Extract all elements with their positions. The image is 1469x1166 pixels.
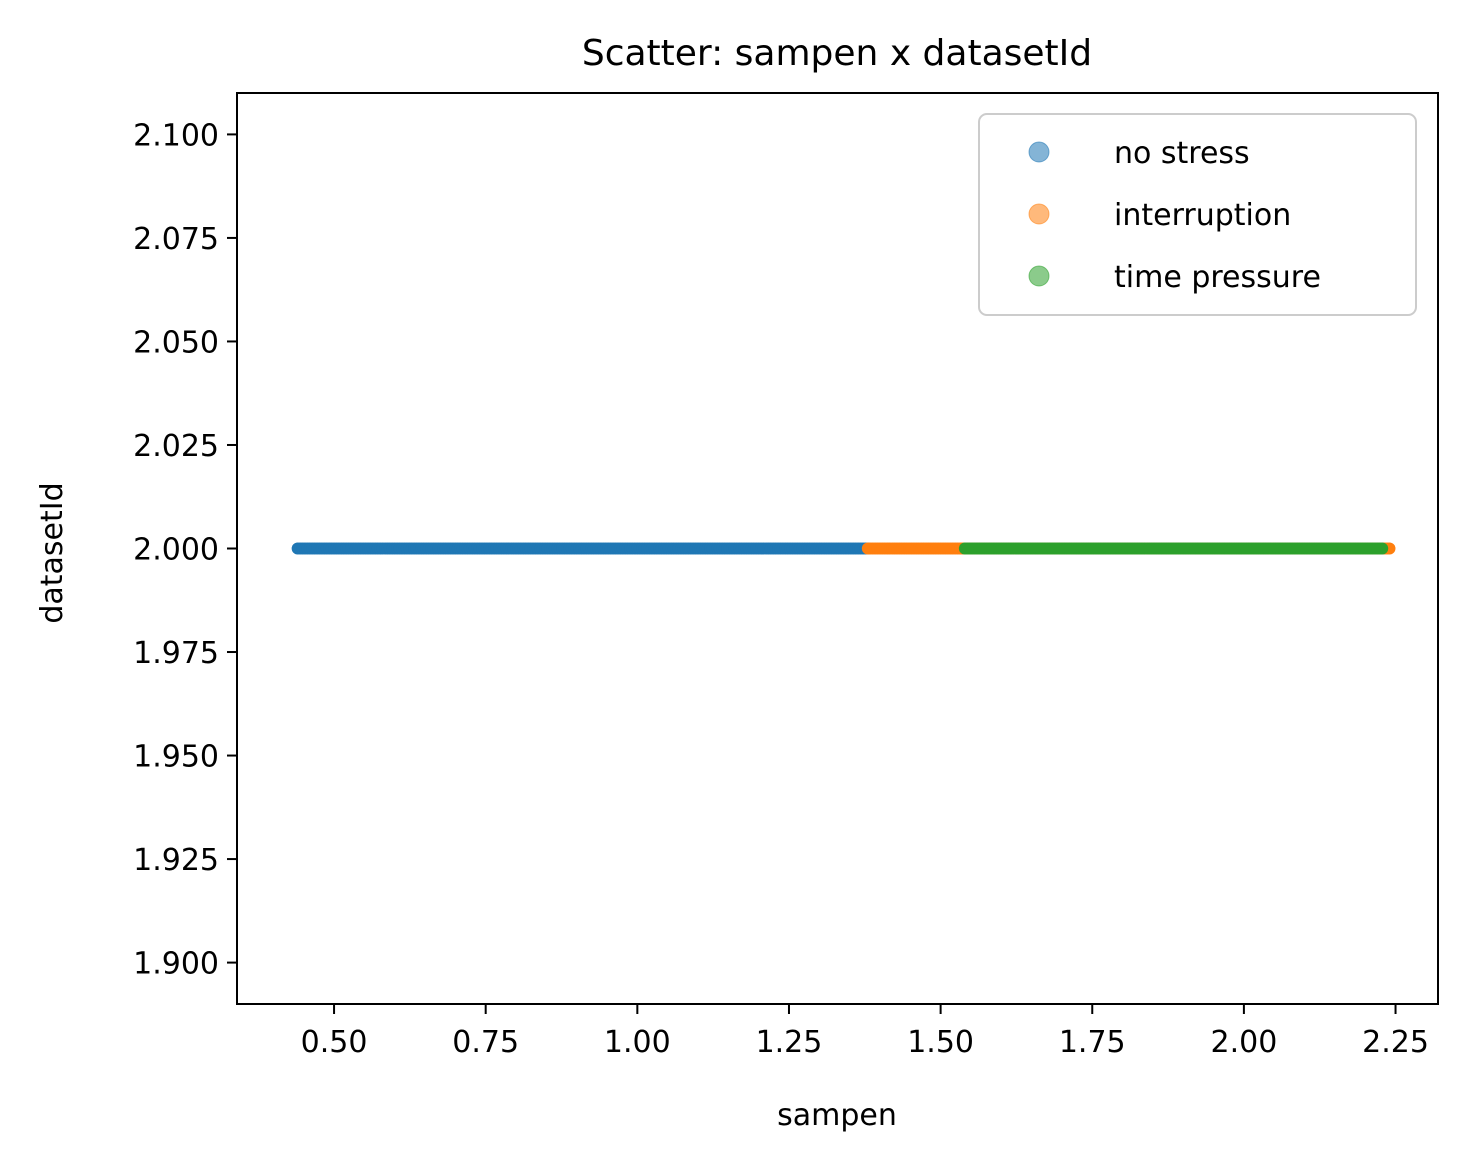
x-tick-label: 1.00 bbox=[604, 1025, 671, 1060]
legend-label: no stress bbox=[1114, 136, 1250, 171]
x-tick-label: 0.75 bbox=[452, 1025, 519, 1060]
x-tick-label: 1.50 bbox=[907, 1025, 974, 1060]
x-axis-label: sampen bbox=[777, 1098, 897, 1133]
x-tick-label: 2.00 bbox=[1211, 1025, 1278, 1060]
x-tick-label: 0.50 bbox=[301, 1025, 368, 1060]
y-tick-label: 2.025 bbox=[133, 429, 219, 464]
x-tick-label: 1.75 bbox=[1059, 1025, 1126, 1060]
y-tick-label: 1.950 bbox=[133, 740, 219, 775]
legend-marker bbox=[1028, 141, 1050, 163]
legend: no stress interruption time pressure bbox=[978, 113, 1417, 316]
legend-marker bbox=[1028, 203, 1050, 225]
y-tick-label: 1.975 bbox=[133, 636, 219, 671]
x-tick-label: 1.25 bbox=[756, 1025, 823, 1060]
plot-frame bbox=[236, 92, 1439, 1005]
x-axis: 0.50 0.75 1.00 1.25 1.50 1.75 2.00 2.25 bbox=[301, 1004, 1429, 1060]
legend-box bbox=[978, 113, 1417, 316]
y-axis-label: datasetId bbox=[35, 482, 70, 623]
y-axis: 2.100 2.075 2.050 2.025 2.000 1.975 1.950 1.925… bbox=[133, 118, 237, 982]
scatter-point bbox=[1376, 542, 1389, 555]
y-tick-label: 1.925 bbox=[133, 843, 219, 878]
legend-label: interruption bbox=[1114, 198, 1291, 233]
legend-label: time pressure bbox=[1114, 260, 1321, 295]
y-tick-label: 2.075 bbox=[133, 222, 219, 257]
y-tick-label: 2.000 bbox=[133, 533, 219, 568]
y-tick-label: 2.100 bbox=[133, 118, 219, 153]
x-tick-label: 2.25 bbox=[1362, 1025, 1429, 1060]
chart-title: Scatter: sampen x datasetId bbox=[582, 33, 1092, 74]
plot-marks bbox=[291, 542, 1396, 555]
y-tick-label: 1.900 bbox=[133, 947, 219, 982]
y-tick-label: 2.050 bbox=[133, 325, 219, 360]
legend-marker bbox=[1028, 265, 1050, 287]
